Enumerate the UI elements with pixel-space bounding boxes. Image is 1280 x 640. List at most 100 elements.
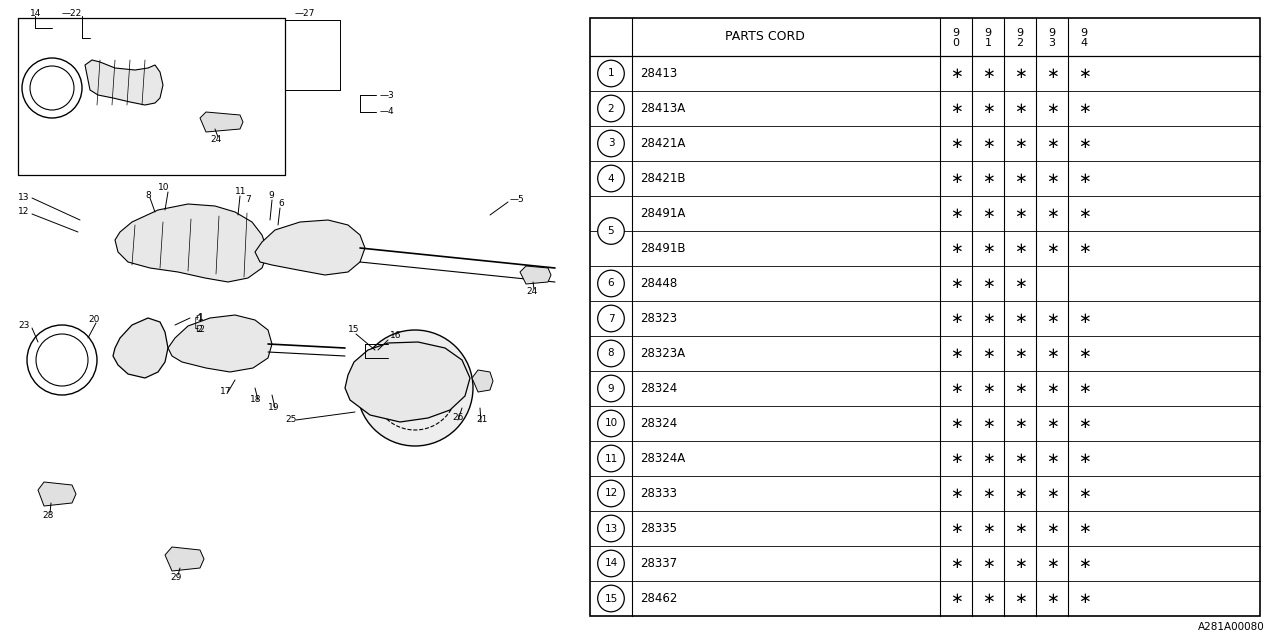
Text: 28324: 28324 bbox=[640, 417, 677, 430]
Circle shape bbox=[598, 340, 625, 367]
Text: ∗: ∗ bbox=[1078, 556, 1091, 571]
Text: ∗: ∗ bbox=[1014, 451, 1027, 466]
Text: 28491A: 28491A bbox=[640, 207, 685, 220]
Text: 28413A: 28413A bbox=[640, 102, 685, 115]
Text: 9: 9 bbox=[1048, 28, 1056, 38]
Text: ∗: ∗ bbox=[950, 206, 963, 221]
Circle shape bbox=[598, 165, 625, 192]
Text: ∗: ∗ bbox=[1046, 136, 1059, 151]
Text: 9: 9 bbox=[1016, 28, 1024, 38]
Text: ∗: ∗ bbox=[1014, 206, 1027, 221]
Text: ∗: ∗ bbox=[950, 521, 963, 536]
Text: 16: 16 bbox=[390, 332, 402, 340]
Text: 8: 8 bbox=[608, 349, 614, 358]
Text: 21: 21 bbox=[476, 415, 488, 424]
Text: ∗: ∗ bbox=[1046, 206, 1059, 221]
Text: 7: 7 bbox=[608, 314, 614, 323]
Text: 28333: 28333 bbox=[640, 487, 677, 500]
Text: ∗: ∗ bbox=[1014, 276, 1027, 291]
Circle shape bbox=[598, 480, 625, 507]
Text: ∗: ∗ bbox=[950, 276, 963, 291]
Text: ∗: ∗ bbox=[1014, 381, 1027, 396]
Text: ∗: ∗ bbox=[1078, 171, 1091, 186]
Text: 28323A: 28323A bbox=[640, 347, 685, 360]
Text: 24: 24 bbox=[210, 136, 221, 145]
Text: 12: 12 bbox=[604, 488, 618, 499]
Text: ∗: ∗ bbox=[950, 416, 963, 431]
Text: 14: 14 bbox=[29, 8, 41, 17]
Text: 6: 6 bbox=[608, 278, 614, 289]
Text: ∗: ∗ bbox=[950, 346, 963, 361]
Text: L2: L2 bbox=[195, 326, 205, 335]
Circle shape bbox=[598, 550, 625, 577]
Circle shape bbox=[598, 95, 625, 122]
Text: 2: 2 bbox=[608, 104, 614, 113]
Text: 9: 9 bbox=[608, 383, 614, 394]
Text: ∗: ∗ bbox=[982, 521, 995, 536]
Text: ∗: ∗ bbox=[1078, 241, 1091, 256]
Polygon shape bbox=[165, 547, 204, 571]
Circle shape bbox=[598, 218, 625, 244]
Text: 15: 15 bbox=[604, 593, 618, 604]
Polygon shape bbox=[200, 112, 243, 132]
Text: —4: —4 bbox=[380, 108, 394, 116]
Text: ∗: ∗ bbox=[1046, 486, 1059, 501]
Text: ∗: ∗ bbox=[1078, 521, 1091, 536]
Circle shape bbox=[598, 445, 625, 472]
Text: 28491B: 28491B bbox=[640, 242, 686, 255]
Text: ∗: ∗ bbox=[1046, 416, 1059, 431]
Text: ∗: ∗ bbox=[1078, 381, 1091, 396]
Polygon shape bbox=[115, 204, 268, 282]
Text: ∗: ∗ bbox=[1046, 521, 1059, 536]
Text: 13: 13 bbox=[18, 193, 29, 202]
Text: 3: 3 bbox=[1048, 38, 1056, 48]
Text: ∗: ∗ bbox=[1046, 556, 1059, 571]
Text: —5: —5 bbox=[509, 195, 525, 205]
Text: ∗: ∗ bbox=[1046, 451, 1059, 466]
Text: ∗: ∗ bbox=[982, 451, 995, 466]
Text: ∗: ∗ bbox=[1014, 591, 1027, 606]
Text: 28: 28 bbox=[42, 511, 54, 520]
Text: 28448: 28448 bbox=[640, 277, 677, 290]
Text: ∗: ∗ bbox=[1078, 66, 1091, 81]
Text: 1: 1 bbox=[608, 68, 614, 79]
Text: 7: 7 bbox=[244, 195, 251, 205]
Text: ∗: ∗ bbox=[950, 241, 963, 256]
Text: 28413: 28413 bbox=[640, 67, 677, 80]
Text: 24: 24 bbox=[526, 287, 538, 296]
Circle shape bbox=[598, 305, 625, 332]
Text: 9: 9 bbox=[984, 28, 992, 38]
Bar bbox=[590, 18, 1260, 616]
Text: 28324: 28324 bbox=[640, 382, 677, 395]
Text: 14: 14 bbox=[604, 559, 618, 568]
Text: 18: 18 bbox=[250, 396, 261, 404]
Text: ∗: ∗ bbox=[1046, 66, 1059, 81]
Text: 11: 11 bbox=[236, 188, 247, 196]
Text: ∗: ∗ bbox=[1046, 171, 1059, 186]
Text: ∗: ∗ bbox=[982, 171, 995, 186]
Text: ∗: ∗ bbox=[1014, 556, 1027, 571]
Text: └2: └2 bbox=[193, 326, 204, 335]
Text: —22: —22 bbox=[61, 8, 82, 17]
Text: ∗: ∗ bbox=[982, 556, 995, 571]
Text: ∗: ∗ bbox=[950, 556, 963, 571]
Text: ∗: ∗ bbox=[982, 101, 995, 116]
Text: ∗: ∗ bbox=[1078, 486, 1091, 501]
Text: ∗: ∗ bbox=[950, 591, 963, 606]
Text: 28421B: 28421B bbox=[640, 172, 686, 185]
Text: ∗: ∗ bbox=[982, 416, 995, 431]
Text: ∗: ∗ bbox=[1078, 206, 1091, 221]
Text: —27: —27 bbox=[294, 8, 315, 17]
Text: ∗: ∗ bbox=[950, 311, 963, 326]
Text: —3: —3 bbox=[380, 90, 394, 99]
Text: 8: 8 bbox=[145, 191, 151, 200]
Text: ∗: ∗ bbox=[1078, 346, 1091, 361]
Text: 9: 9 bbox=[1080, 28, 1088, 38]
Text: 10: 10 bbox=[604, 419, 617, 429]
Text: ∗: ∗ bbox=[982, 311, 995, 326]
Text: 2: 2 bbox=[1016, 38, 1024, 48]
Text: r1: r1 bbox=[195, 314, 204, 323]
Text: 4: 4 bbox=[1080, 38, 1088, 48]
Text: ∗: ∗ bbox=[1046, 241, 1059, 256]
Text: 28337: 28337 bbox=[640, 557, 677, 570]
